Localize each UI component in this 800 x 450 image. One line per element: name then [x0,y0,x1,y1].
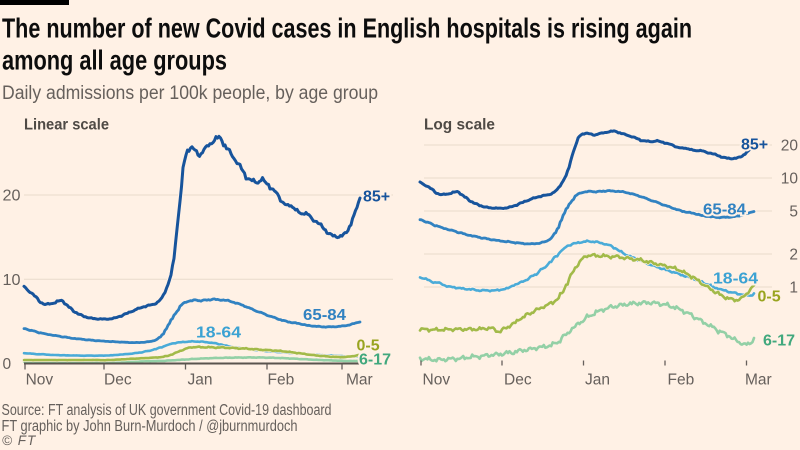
svg-text:Feb: Feb [268,372,295,389]
svg-text:5: 5 [789,204,798,221]
svg-text:Log scale: Log scale [424,117,495,134]
svg-text:18-64: 18-64 [196,325,241,342]
svg-text:Dec: Dec [504,372,532,389]
svg-text:Nov: Nov [26,372,54,389]
svg-text:20: 20 [3,188,21,205]
svg-text:Dec: Dec [104,372,132,389]
svg-text:0: 0 [3,356,12,373]
svg-text:65-84: 65-84 [303,307,346,324]
svg-text:Mar: Mar [346,372,373,389]
svg-text:20: 20 [781,138,799,155]
svg-text:Feb: Feb [668,372,695,389]
svg-text:The number of new Covid cases: The number of new Covid cases in English… [2,13,692,44]
svg-text:Linear scale: Linear scale [24,117,109,134]
svg-text:Source: FT analysis of UK gove: Source: FT analysis of UK government Cov… [2,402,332,419]
svg-text:1: 1 [789,280,798,297]
svg-text:6-17: 6-17 [763,333,795,350]
svg-text:FT graphic by John Burn-Murdoc: FT graphic by John Burn-Murdoch / @jburn… [2,418,298,435]
svg-text:among all age groups: among all age groups [2,45,227,76]
svg-text:2: 2 [789,247,798,264]
svg-text:85+: 85+ [363,189,390,206]
svg-text:18-64: 18-64 [713,271,758,288]
svg-text:0-5: 0-5 [758,289,781,306]
svg-text:Nov: Nov [423,372,451,389]
svg-text:10: 10 [3,272,21,289]
svg-text:10: 10 [781,171,799,188]
svg-text:0-5: 0-5 [357,338,380,355]
svg-text:Jan: Jan [585,372,610,389]
svg-text:6-17: 6-17 [359,352,391,369]
svg-text:85+: 85+ [741,137,768,154]
svg-text:65-84: 65-84 [703,202,746,219]
svg-text:© FT: © FT [2,433,37,448]
svg-text:Jan: Jan [188,372,213,389]
svg-text:Mar: Mar [745,372,772,389]
svg-text:Daily admissions per 100k peop: Daily admissions per 100k people, by age… [2,83,378,104]
